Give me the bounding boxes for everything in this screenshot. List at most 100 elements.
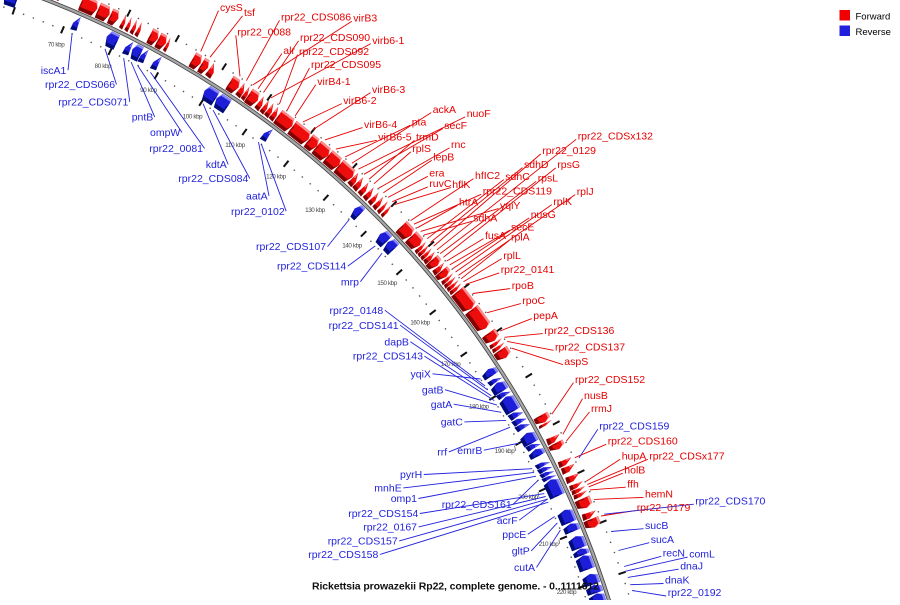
svg-text:rpr22_CDS114: rpr22_CDS114 bbox=[277, 261, 346, 273]
svg-text:pta: pta bbox=[412, 117, 427, 129]
svg-text:rpr22_CDS170: rpr22_CDS170 bbox=[695, 495, 765, 507]
svg-text:70 kbp: 70 kbp bbox=[48, 42, 65, 49]
svg-text:pyrH: pyrH bbox=[400, 469, 422, 481]
svg-text:mrp: mrp bbox=[341, 276, 359, 288]
svg-text:rplK: rplK bbox=[553, 196, 572, 208]
svg-text:rpr22_CDS141: rpr22_CDS141 bbox=[329, 320, 399, 332]
svg-text:era: era bbox=[429, 168, 444, 180]
svg-text:dnaJ: dnaJ bbox=[680, 560, 703, 572]
svg-text:rnc: rnc bbox=[451, 139, 466, 151]
svg-text:ffh: ffh bbox=[627, 478, 639, 490]
svg-text:ompW: ompW bbox=[150, 127, 180, 139]
svg-text:gatA: gatA bbox=[431, 399, 453, 411]
svg-text:omp1: omp1 bbox=[391, 493, 417, 505]
svg-text:120 kbp: 120 kbp bbox=[266, 173, 286, 180]
svg-text:rplA: rplA bbox=[511, 232, 530, 244]
svg-text:rpr22_0129: rpr22_0129 bbox=[542, 145, 596, 157]
svg-text:gatC: gatC bbox=[441, 417, 464, 429]
svg-text:ackA: ackA bbox=[433, 104, 456, 116]
svg-text:cutA: cutA bbox=[514, 562, 535, 574]
svg-text:rpsG: rpsG bbox=[557, 159, 580, 171]
svg-text:ppcE: ppcE bbox=[502, 529, 526, 541]
svg-text:hemN: hemN bbox=[645, 489, 673, 501]
svg-text:cysS: cysS bbox=[220, 2, 243, 14]
svg-text:170 kbp: 170 kbp bbox=[441, 361, 461, 368]
svg-text:nuoF: nuoF bbox=[467, 108, 491, 120]
svg-text:160 kbp: 160 kbp bbox=[410, 320, 430, 327]
svg-text:Rickettsia prowazekii Rp22, co: Rickettsia prowazekii Rp22, complete gen… bbox=[312, 581, 599, 593]
svg-text:rpr22_CDS143: rpr22_CDS143 bbox=[353, 351, 423, 363]
svg-text:rpr22_CDS071: rpr22_CDS071 bbox=[58, 97, 128, 109]
svg-text:190 kbp: 190 kbp bbox=[495, 448, 515, 455]
svg-text:rpr22_CDSx177: rpr22_CDSx177 bbox=[649, 451, 724, 463]
svg-text:iscA1: iscA1 bbox=[41, 65, 67, 77]
svg-text:rpr22_CDS092: rpr22_CDS092 bbox=[299, 46, 369, 58]
svg-text:210 kbp: 210 kbp bbox=[539, 541, 559, 548]
svg-text:rplJ: rplJ bbox=[577, 186, 594, 198]
svg-text:sucB: sucB bbox=[645, 520, 668, 532]
svg-text:80 kbp: 80 kbp bbox=[95, 63, 112, 70]
svg-text:gltP: gltP bbox=[512, 546, 530, 558]
svg-text:lepB: lepB bbox=[433, 152, 454, 164]
svg-text:secE: secE bbox=[511, 222, 534, 234]
svg-text:dapB: dapB bbox=[384, 336, 409, 348]
svg-text:rpr22_CDS107: rpr22_CDS107 bbox=[256, 241, 326, 253]
svg-text:yqiY: yqiY bbox=[500, 200, 520, 212]
svg-text:comL: comL bbox=[689, 548, 715, 560]
svg-text:rpr22_CDS152: rpr22_CDS152 bbox=[575, 374, 645, 386]
svg-text:virb6-1: virb6-1 bbox=[372, 35, 404, 47]
svg-text:Forward: Forward bbox=[856, 12, 891, 23]
svg-text:rpoB: rpoB bbox=[512, 280, 534, 292]
svg-text:rpoC: rpoC bbox=[522, 295, 545, 307]
svg-text:100 kbp: 100 kbp bbox=[183, 113, 203, 120]
svg-text:htrA: htrA bbox=[459, 197, 478, 209]
svg-text:trmD: trmD bbox=[416, 132, 439, 144]
svg-text:dnaK: dnaK bbox=[665, 575, 690, 587]
svg-text:rpr22_CDS161: rpr22_CDS161 bbox=[442, 499, 512, 511]
svg-text:rpr22_CDS090: rpr22_CDS090 bbox=[300, 32, 370, 44]
svg-text:rrmJ: rrmJ bbox=[591, 403, 612, 415]
svg-text:rpr22_CDS157: rpr22_CDS157 bbox=[328, 536, 398, 548]
svg-text:140 kbp: 140 kbp bbox=[342, 242, 362, 249]
svg-text:200 kbp: 200 kbp bbox=[518, 494, 538, 501]
svg-text:rpr22_0192: rpr22_0192 bbox=[668, 587, 722, 599]
svg-text:rpr22_0141: rpr22_0141 bbox=[501, 264, 555, 276]
svg-text:nusB: nusB bbox=[584, 390, 608, 402]
svg-text:rpr22_CDS066: rpr22_CDS066 bbox=[45, 79, 115, 91]
svg-text:mnhE: mnhE bbox=[374, 483, 401, 495]
svg-text:rpsL: rpsL bbox=[538, 173, 559, 185]
svg-text:rplL: rplL bbox=[503, 250, 521, 262]
svg-text:hflK: hflK bbox=[452, 179, 470, 191]
svg-text:180 kbp: 180 kbp bbox=[469, 404, 489, 411]
svg-text:gatB: gatB bbox=[422, 384, 444, 396]
svg-text:rpr22_CDS095: rpr22_CDS095 bbox=[311, 59, 381, 71]
svg-text:90 kbp: 90 kbp bbox=[140, 87, 157, 94]
svg-text:ruvC: ruvC bbox=[429, 178, 452, 190]
svg-text:rpr22_CDS159: rpr22_CDS159 bbox=[599, 421, 669, 433]
svg-text:acrF: acrF bbox=[497, 515, 518, 527]
svg-text:sdhA: sdhA bbox=[473, 213, 497, 225]
svg-text:secF: secF bbox=[444, 120, 467, 132]
svg-text:sdhC: sdhC bbox=[505, 171, 530, 183]
svg-text:rplS: rplS bbox=[412, 143, 431, 155]
svg-text:yqiX: yqiX bbox=[411, 368, 431, 380]
svg-text:nusG: nusG bbox=[531, 209, 556, 221]
svg-text:aspS: aspS bbox=[564, 356, 588, 368]
svg-text:rpr22_CDS119: rpr22_CDS119 bbox=[483, 186, 552, 198]
svg-text:rpr22_CDS136: rpr22_CDS136 bbox=[544, 325, 614, 337]
svg-text:hupA: hupA bbox=[622, 451, 647, 463]
svg-text:150 kbp: 150 kbp bbox=[377, 280, 397, 287]
svg-text:rpr22_CDS154: rpr22_CDS154 bbox=[348, 508, 418, 520]
svg-text:130 kbp: 130 kbp bbox=[305, 207, 325, 214]
svg-text:rpr22_0179: rpr22_0179 bbox=[637, 502, 691, 514]
svg-text:holB: holB bbox=[624, 464, 645, 476]
svg-text:Reverse: Reverse bbox=[856, 27, 891, 38]
svg-text:virB3: virB3 bbox=[353, 13, 377, 25]
svg-text:virB6-2: virB6-2 bbox=[343, 95, 376, 107]
svg-text:rpr22_0081: rpr22_0081 bbox=[149, 143, 203, 155]
svg-text:virB6-4: virB6-4 bbox=[364, 119, 397, 131]
svg-text:rpr22_CDS160: rpr22_CDS160 bbox=[608, 436, 678, 448]
svg-text:220 kbp: 220 kbp bbox=[557, 589, 577, 596]
svg-text:rpr22_CDS086: rpr22_CDS086 bbox=[281, 12, 351, 24]
svg-text:virB6-5: virB6-5 bbox=[378, 132, 411, 144]
